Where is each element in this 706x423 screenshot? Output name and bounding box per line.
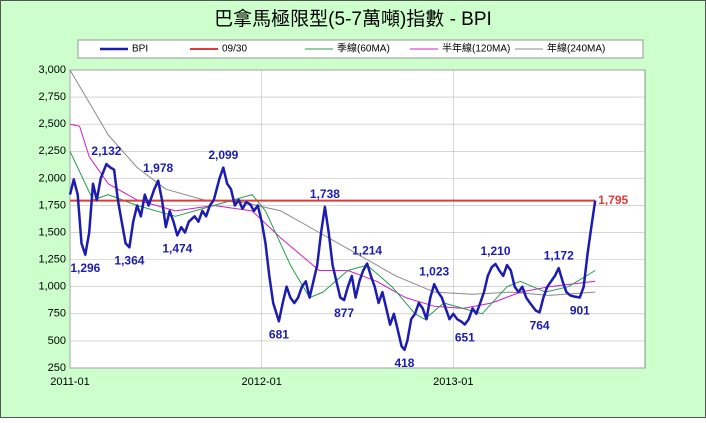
data-label: 418 — [394, 356, 414, 370]
y-tick-label: 2,500 — [38, 118, 66, 130]
legend-label: 09/30 — [222, 44, 247, 55]
y-tick-label: 1,750 — [38, 199, 66, 211]
data-label: 1,795 — [598, 193, 628, 207]
y-tick-label: 1,000 — [38, 281, 66, 293]
x-tick-label: 2011-01 — [50, 376, 90, 388]
legend-label: 季線(60MA) — [337, 42, 390, 55]
y-tick-label: 500 — [48, 335, 66, 347]
y-tick-label: 2,250 — [38, 145, 66, 157]
data-label: 901 — [570, 304, 590, 318]
data-label: 1,172 — [544, 248, 574, 262]
data-label: 1,474 — [162, 242, 192, 256]
y-tick-label: 250 — [48, 362, 66, 374]
series-line — [69, 69, 596, 296]
data-label: 2,132 — [91, 144, 121, 158]
y-tick-label: 3,000 — [38, 64, 66, 76]
data-label: 1,210 — [480, 244, 510, 258]
chart-title: 巴拿馬極限型(5-7萬噸)指數 - BPI — [214, 7, 492, 30]
data-label: 764 — [530, 318, 550, 332]
data-label: 1,364 — [114, 253, 144, 267]
y-tick-label: 2,750 — [38, 91, 66, 103]
data-label: 681 — [269, 327, 289, 341]
data-label: 651 — [455, 331, 475, 345]
data-label: 1,738 — [310, 187, 340, 201]
legend — [77, 39, 644, 59]
data-label: 1,296 — [70, 261, 100, 275]
data-label: 877 — [334, 306, 354, 320]
y-tick-label: 1,250 — [38, 254, 66, 266]
x-tick-label: 2013-01 — [433, 376, 473, 388]
data-label: 1,978 — [143, 161, 173, 175]
legend-label: BPI — [132, 44, 148, 55]
legend-label: 半年線(120MA) — [442, 42, 510, 55]
x-tick-label: 2012-01 — [241, 376, 281, 388]
legend-label: 年線(240MA) — [547, 42, 605, 55]
y-tick-label: 2,000 — [38, 172, 66, 184]
data-label: 2,099 — [208, 148, 238, 162]
y-tick-label: 1,500 — [38, 226, 66, 238]
data-label: 1,023 — [419, 264, 449, 278]
data-label: 1,214 — [352, 244, 382, 258]
y-tick-label: 750 — [48, 308, 66, 320]
series-line — [68, 162, 597, 352]
plot-area — [69, 69, 646, 369]
